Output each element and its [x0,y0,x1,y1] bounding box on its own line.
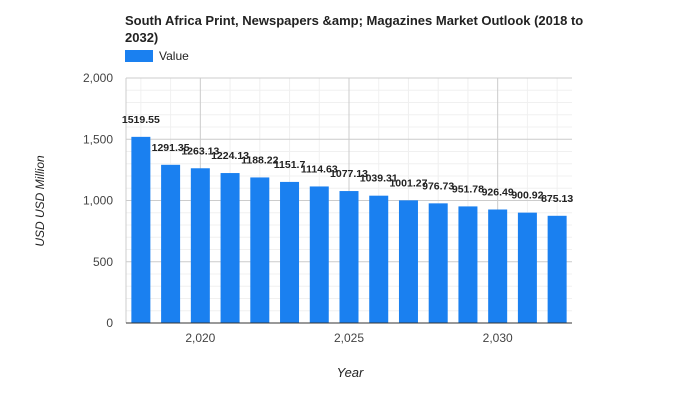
legend-label: Value [159,49,189,63]
x-tick-label: 2,030 [483,331,513,345]
y-tick-label: 2,000 [83,71,113,85]
bar [369,195,389,323]
data-label: 976.73 [422,180,454,192]
bar [190,168,210,323]
data-label: 1077.13 [330,168,368,180]
y-tick-label: 1,000 [83,194,113,208]
data-label: 1151.7 [274,159,306,171]
bar [161,164,181,323]
y-tick-label: 1,500 [83,132,113,146]
labels-layer: 1519.55 1291.351263.131224.131188.221151.… [122,114,573,205]
bar [309,186,329,323]
legend: Value [125,49,189,63]
data-label: 926.49 [482,187,514,199]
y-tick-label: 0 [106,316,113,330]
bar [280,181,300,323]
data-label: 1001.27 [389,177,427,189]
data-label: 875.13 [541,193,573,205]
bars-layer [131,136,567,323]
data-label: 1039.31 [360,173,398,185]
data-label: 1224.13 [211,150,249,162]
bar [250,177,270,323]
bar [220,173,240,323]
legend-swatch [125,50,153,62]
axis-layer: 0 500 1,000 1,500 2,000 2,020 2,025 2,030 [83,71,572,345]
data-label: 1291.35 [152,142,190,154]
data-label: 1263.13 [181,145,219,157]
chart-title: South Africa Print, Newspapers &amp; Mag… [125,13,584,45]
bar [517,212,537,323]
bar [547,215,567,323]
data-label: 1188.22 [241,154,279,166]
x-tick-label: 2,025 [334,331,364,345]
y-axis-title: USD USD Million [33,155,47,247]
bar [131,136,151,323]
bar [428,203,448,323]
data-label: 900.92 [511,190,543,202]
data-label: 951.78 [452,183,484,195]
data-label: 1114.63 [301,163,338,175]
y-tick-label: 500 [93,255,113,269]
data-label: 1519.55 [122,114,160,126]
bar [488,209,508,323]
bar [398,200,418,323]
bar [339,191,359,323]
x-axis-title: Year [337,365,364,380]
x-tick-label: 2,020 [185,331,215,345]
bar [458,206,478,323]
